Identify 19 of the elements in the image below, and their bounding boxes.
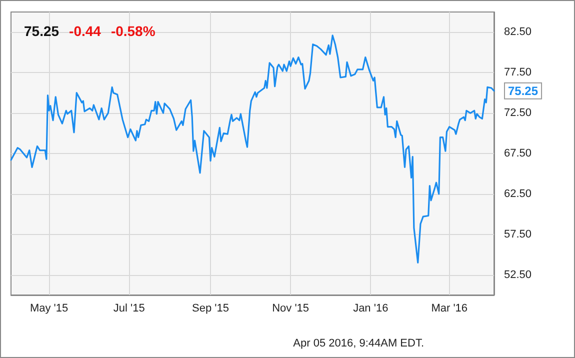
x-tick-label: Jul '15 (113, 302, 145, 314)
x-tick-label: Sep '15 (192, 302, 229, 314)
annotation: -0.44 (69, 23, 102, 39)
y-tick-label: 62.50 (504, 188, 532, 200)
x-tick-label: Jan '16 (353, 302, 388, 314)
x-tick-label: Mar '16 (431, 302, 468, 314)
x-tick-label: May '15 (30, 302, 68, 314)
y-tick-label: 57.50 (504, 228, 532, 240)
y-tick-label: 77.50 (504, 66, 532, 79)
line-series (10, 34, 495, 264)
y-tick-label: 82.50 (504, 26, 532, 38)
annotation: -0.58% (110, 23, 156, 39)
y-tick-label: 67.50 (504, 148, 532, 160)
annotation: 75.25 (508, 84, 538, 98)
x-tick-label: Nov '15 (272, 302, 310, 314)
text: Apr 05 2016, 9:44AM EDT. (293, 338, 424, 350)
y-tick-label: 52.50 (504, 268, 532, 281)
text: 75.25 (24, 23, 60, 39)
y-tick-label: 72.50 (504, 107, 532, 120)
